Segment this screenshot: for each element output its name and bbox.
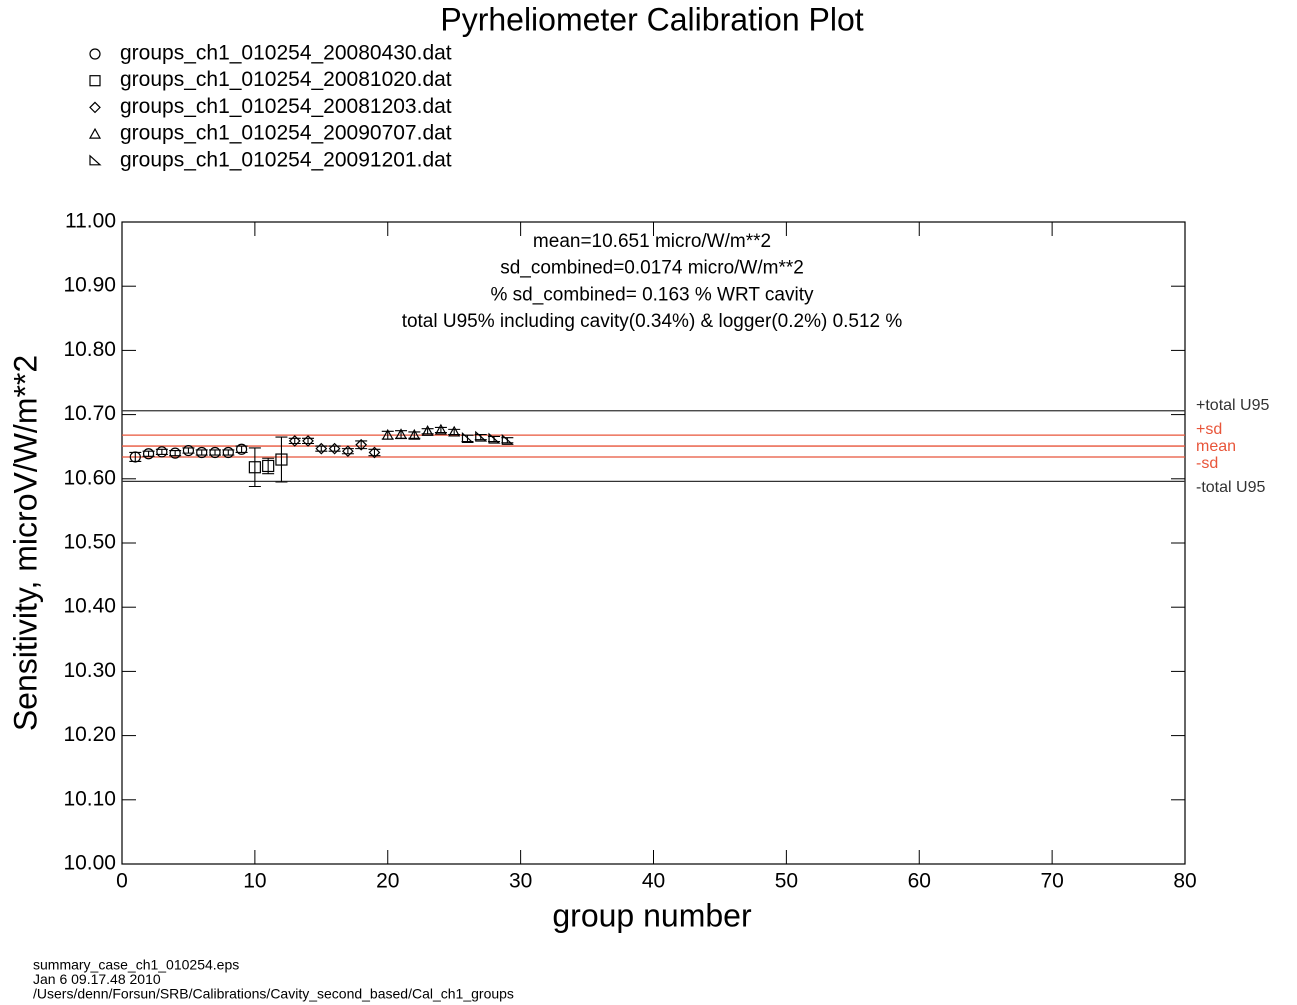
marker	[275, 453, 288, 466]
marker	[488, 432, 501, 444]
marker	[408, 428, 421, 440]
legend-marker	[89, 154, 102, 166]
annotation: total U95% including cavity(0.34%) & log…	[402, 311, 903, 332]
marker	[368, 446, 381, 459]
footer-text: Jan 6 09.17.48 2010	[33, 971, 161, 987]
legend-marker	[89, 48, 101, 60]
legend-label: groups_ch1_010254_20081020.dat	[120, 68, 452, 91]
legend-label: groups_ch1_010254_20080430.dat	[120, 42, 452, 65]
error-bar	[341, 448, 354, 455]
annotation: sd_combined=0.0174 micro/W/m**2	[500, 258, 804, 279]
marker	[381, 428, 394, 440]
error-bar	[328, 445, 341, 452]
footer-text: /Users/denn/Forsun/SRB/Calibrations/Cavi…	[33, 986, 514, 1002]
marker	[461, 432, 475, 443]
error-bar	[288, 437, 301, 445]
x-tick-label: 70	[1040, 870, 1063, 893]
reference-label: -total U95	[1196, 479, 1265, 496]
marker	[328, 442, 341, 455]
y-tick-label: 10.80	[63, 338, 116, 361]
marker	[395, 428, 408, 440]
y-tick-label: 10.90	[63, 274, 116, 297]
legend-marker	[88, 127, 102, 139]
y-tick-label: 10.00	[63, 852, 116, 875]
marker	[315, 442, 328, 455]
footer-text: summary_case_ch1_010254.eps	[33, 957, 239, 973]
x-tick-label: 10	[243, 870, 266, 893]
x-tick-label: 60	[908, 870, 931, 893]
reference-label: -sd	[1196, 455, 1218, 472]
marker	[302, 435, 314, 447]
legend-label: groups_ch1_010254_20091201.dat	[120, 148, 452, 171]
error-bar	[355, 440, 368, 450]
marker	[342, 445, 354, 458]
x-tick-label: 40	[642, 870, 665, 893]
reference-label: +sd	[1196, 421, 1222, 438]
legend-label: groups_ch1_010254_20090707.dat	[120, 122, 452, 145]
x-tick-label: 20	[376, 870, 399, 893]
marker	[222, 446, 234, 459]
marker	[475, 430, 488, 442]
annotation: mean=10.651 micro/W/m**2	[533, 231, 771, 252]
y-tick-label: 11.00	[65, 210, 116, 233]
marker	[142, 448, 155, 460]
y-tick-label: 10.30	[63, 659, 116, 682]
x-tick-label: 50	[775, 870, 798, 893]
legend-marker	[89, 101, 101, 114]
x-tick-label: 0	[116, 870, 128, 893]
legend-label: groups_ch1_010254_20081203.dat	[120, 95, 452, 118]
marker	[235, 443, 248, 455]
y-tick-label: 10.10	[63, 787, 116, 810]
marker	[209, 446, 221, 459]
error-bar	[302, 437, 315, 445]
x-tick-label: 30	[509, 870, 532, 893]
marker	[421, 425, 434, 436]
marker	[156, 446, 168, 458]
x-tick-label: 80	[1173, 870, 1196, 893]
marker	[434, 423, 447, 435]
error-bar	[315, 445, 328, 452]
marker	[248, 461, 261, 474]
y-tick-label: 10.70	[63, 402, 116, 425]
y-tick-label: 10.40	[63, 595, 116, 618]
marker	[196, 446, 208, 459]
y-axis-label: Sensitivity, microV/W/m**2	[7, 355, 43, 731]
marker	[262, 459, 275, 473]
error-bar	[248, 447, 261, 488]
error-bar	[368, 448, 381, 457]
marker	[182, 444, 195, 457]
error-bar	[275, 436, 288, 483]
marker	[501, 433, 514, 445]
marker	[355, 438, 368, 451]
reference-label: mean	[1196, 438, 1236, 455]
annotation: % sd_combined= 0.163 % WRT cavity	[491, 284, 814, 305]
marker	[129, 451, 141, 463]
marker	[169, 447, 181, 459]
marker	[448, 425, 461, 437]
y-tick-label: 10.60	[63, 466, 116, 489]
chart-title: Pyrheliometer Calibration Plot	[440, 1, 863, 37]
legend-marker	[89, 75, 101, 87]
y-tick-label: 10.50	[63, 531, 116, 554]
x-axis-label: group number	[552, 897, 752, 933]
y-tick-label: 10.20	[63, 723, 116, 746]
marker	[288, 435, 301, 447]
reference-label: +total U95	[1196, 397, 1269, 414]
